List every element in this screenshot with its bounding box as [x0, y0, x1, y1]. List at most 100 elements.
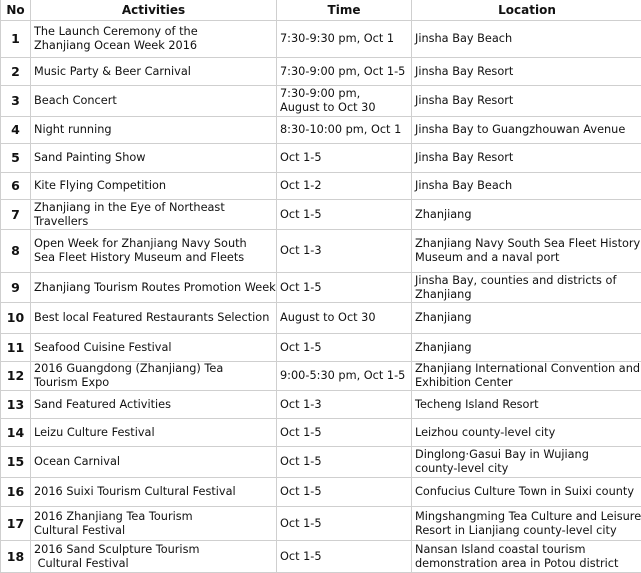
header-row: No Activities Time Location — [1, 0, 641, 21]
activity-cell: Music Party & Beer Carnival — [31, 58, 277, 86]
row-number: 5 — [1, 144, 31, 173]
activity-cell: Sand Painting Show — [31, 144, 277, 173]
activity-cell: Leizu Culture Festival — [31, 419, 277, 447]
location-cell: Jinsha Bay Resort — [412, 144, 641, 173]
location-cell-line: Jinsha Bay Resort — [415, 94, 639, 108]
row-number: 12 — [1, 362, 31, 391]
location-cell-line: Jinsha Bay Resort — [415, 151, 639, 165]
location-cell: Zhanjiang — [412, 303, 641, 334]
activity-cell-line: Sea Fleet History Museum and Fleets — [34, 251, 273, 265]
activity-cell-line: Tourism Expo — [34, 376, 273, 390]
time-cell-line: 7:30-9:00 pm, Oct 1-5 — [280, 65, 408, 79]
activity-cell-line: Travellers — [34, 215, 273, 229]
activity-cell-line: Cultural Festival — [34, 557, 273, 571]
activity-cell: Beach Concert — [31, 86, 277, 117]
location-cell-line: Exhibition Center — [415, 376, 639, 390]
location-cell-line: Zhanjiang — [415, 311, 639, 325]
time-cell: Oct 1-5 — [277, 478, 412, 507]
header-no: No — [1, 0, 31, 21]
location-cell-line: Nansan Island coastal tourism — [415, 543, 639, 557]
location-cell-line: Jinsha Bay to Guangzhouwan Avenue — [415, 123, 639, 137]
activity-cell-line: Sand Painting Show — [34, 151, 273, 165]
activity-cell-line: Open Week for Zhanjiang Navy South — [34, 237, 273, 251]
location-cell-line: Confucius Culture Town in Suixi county — [415, 485, 639, 499]
location-cell-line: Jinsha Bay Beach — [415, 32, 639, 46]
row-number: 2 — [1, 58, 31, 86]
activity-cell-line: Kite Flying Competition — [34, 179, 273, 193]
location-cell-line: Resort in Lianjiang county-level city — [415, 524, 639, 538]
location-cell-line: Techeng Island Resort — [415, 398, 639, 412]
location-cell-line: Zhanjiang International Convention and — [415, 362, 639, 376]
activity-cell: Night running — [31, 117, 277, 144]
time-cell-line: 7:30-9:30 pm, Oct 1 — [280, 32, 408, 46]
time-cell-line: Oct 1-5 — [280, 455, 408, 469]
row-number: 10 — [1, 303, 31, 334]
location-cell-line: Jinsha Bay Resort — [415, 65, 639, 79]
activity-cell-line: 2016 Zhanjiang Tea Tourism — [34, 510, 273, 524]
activity-cell-line: Best local Featured Restaurants Selectio… — [34, 311, 273, 325]
location-cell-line: Mingshangming Tea Culture and Leisure — [415, 510, 639, 524]
location-cell: Jinsha Bay Resort — [412, 58, 641, 86]
activity-cell: Zhanjiang Tourism Routes Promotion Week — [31, 273, 277, 303]
time-cell: 7:30-9:30 pm, Oct 1 — [277, 21, 412, 58]
time-cell: Oct 1-5 — [277, 419, 412, 447]
time-cell: August to Oct 30 — [277, 303, 412, 334]
activity-cell-line: 2016 Sand Sculpture Tourism — [34, 543, 273, 557]
time-cell: Oct 1-3 — [277, 230, 412, 273]
row-number: 11 — [1, 334, 31, 362]
time-cell-line: Oct 1-5 — [280, 517, 408, 531]
location-cell: Jinsha Bay Beach — [412, 173, 641, 200]
header-time: Time — [277, 0, 412, 21]
row-number: 9 — [1, 273, 31, 303]
row-number: 14 — [1, 419, 31, 447]
time-cell: Oct 1-5 — [277, 144, 412, 173]
activity-cell-line: 2016 Suixi Tourism Cultural Festival — [34, 485, 273, 499]
location-cell-line: Jinsha Bay Beach — [415, 179, 639, 193]
activity-cell-line: Seafood Cuisine Festival — [34, 341, 273, 355]
time-cell-line: Oct 1-2 — [280, 179, 408, 193]
row-number: 3 — [1, 86, 31, 117]
time-cell-line: Oct 1-3 — [280, 398, 408, 412]
activity-cell: Seafood Cuisine Festival — [31, 334, 277, 362]
location-cell: Techeng Island Resort — [412, 391, 641, 419]
time-cell: Oct 1-5 — [277, 447, 412, 478]
activity-cell-line: Leizu Culture Festival — [34, 426, 273, 440]
time-cell: 9:00-5:30 pm, Oct 1-5 — [277, 362, 412, 391]
row-number: 6 — [1, 173, 31, 200]
activity-cell: Ocean Carnival — [31, 447, 277, 478]
location-cell-line: Leizhou county-level city — [415, 426, 639, 440]
location-cell-line: Zhanjiang — [415, 288, 639, 302]
row-number: 16 — [1, 478, 31, 507]
location-cell: Confucius Culture Town in Suixi county — [412, 478, 641, 507]
time-cell-line: 9:00-5:30 pm, Oct 1-5 — [280, 369, 408, 383]
time-cell-line: Oct 1-5 — [280, 426, 408, 440]
row-number: 1 — [1, 21, 31, 58]
time-cell-line: Oct 1-5 — [280, 281, 408, 295]
time-cell: 8:30-10:00 pm, Oct 1 — [277, 117, 412, 144]
header-activities: Activities — [31, 0, 277, 21]
row-number: 4 — [1, 117, 31, 144]
activity-cell-line: The Launch Ceremony of the — [34, 25, 273, 39]
time-cell: Oct 1-3 — [277, 391, 412, 419]
location-cell: Zhanjiang — [412, 334, 641, 362]
